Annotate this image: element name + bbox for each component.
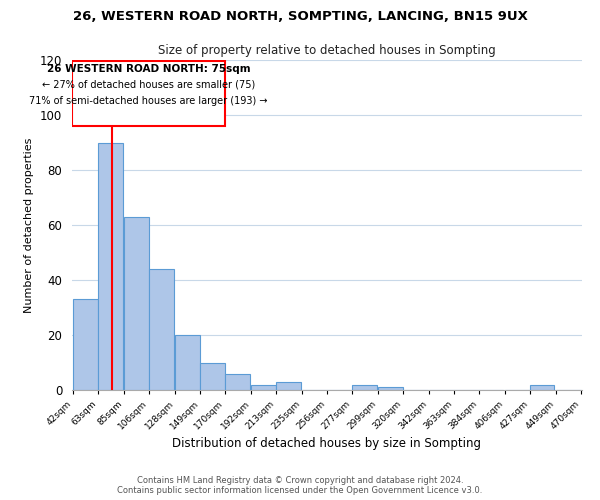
Bar xyxy=(73,299,98,390)
Bar xyxy=(200,362,225,390)
Bar xyxy=(276,382,301,390)
FancyBboxPatch shape xyxy=(72,62,225,126)
Bar xyxy=(530,384,554,390)
Text: 71% of semi-detached houses are larger (193) →: 71% of semi-detached houses are larger (… xyxy=(29,96,268,106)
Bar xyxy=(352,384,377,390)
Title: Size of property relative to detached houses in Sompting: Size of property relative to detached ho… xyxy=(158,44,496,58)
Bar xyxy=(98,142,123,390)
Text: 26 WESTERN ROAD NORTH: 75sqm: 26 WESTERN ROAD NORTH: 75sqm xyxy=(47,64,250,74)
Bar xyxy=(124,217,149,390)
Bar xyxy=(378,387,403,390)
Y-axis label: Number of detached properties: Number of detached properties xyxy=(25,138,34,312)
Bar xyxy=(175,335,200,390)
Text: ← 27% of detached houses are smaller (75): ← 27% of detached houses are smaller (75… xyxy=(42,79,255,89)
Text: Contains HM Land Registry data © Crown copyright and database right 2024.
Contai: Contains HM Land Registry data © Crown c… xyxy=(118,476,482,495)
Bar xyxy=(149,269,174,390)
Bar xyxy=(251,384,276,390)
X-axis label: Distribution of detached houses by size in Sompting: Distribution of detached houses by size … xyxy=(173,436,482,450)
Text: 26, WESTERN ROAD NORTH, SOMPTING, LANCING, BN15 9UX: 26, WESTERN ROAD NORTH, SOMPTING, LANCIN… xyxy=(73,10,527,23)
Bar xyxy=(225,374,250,390)
